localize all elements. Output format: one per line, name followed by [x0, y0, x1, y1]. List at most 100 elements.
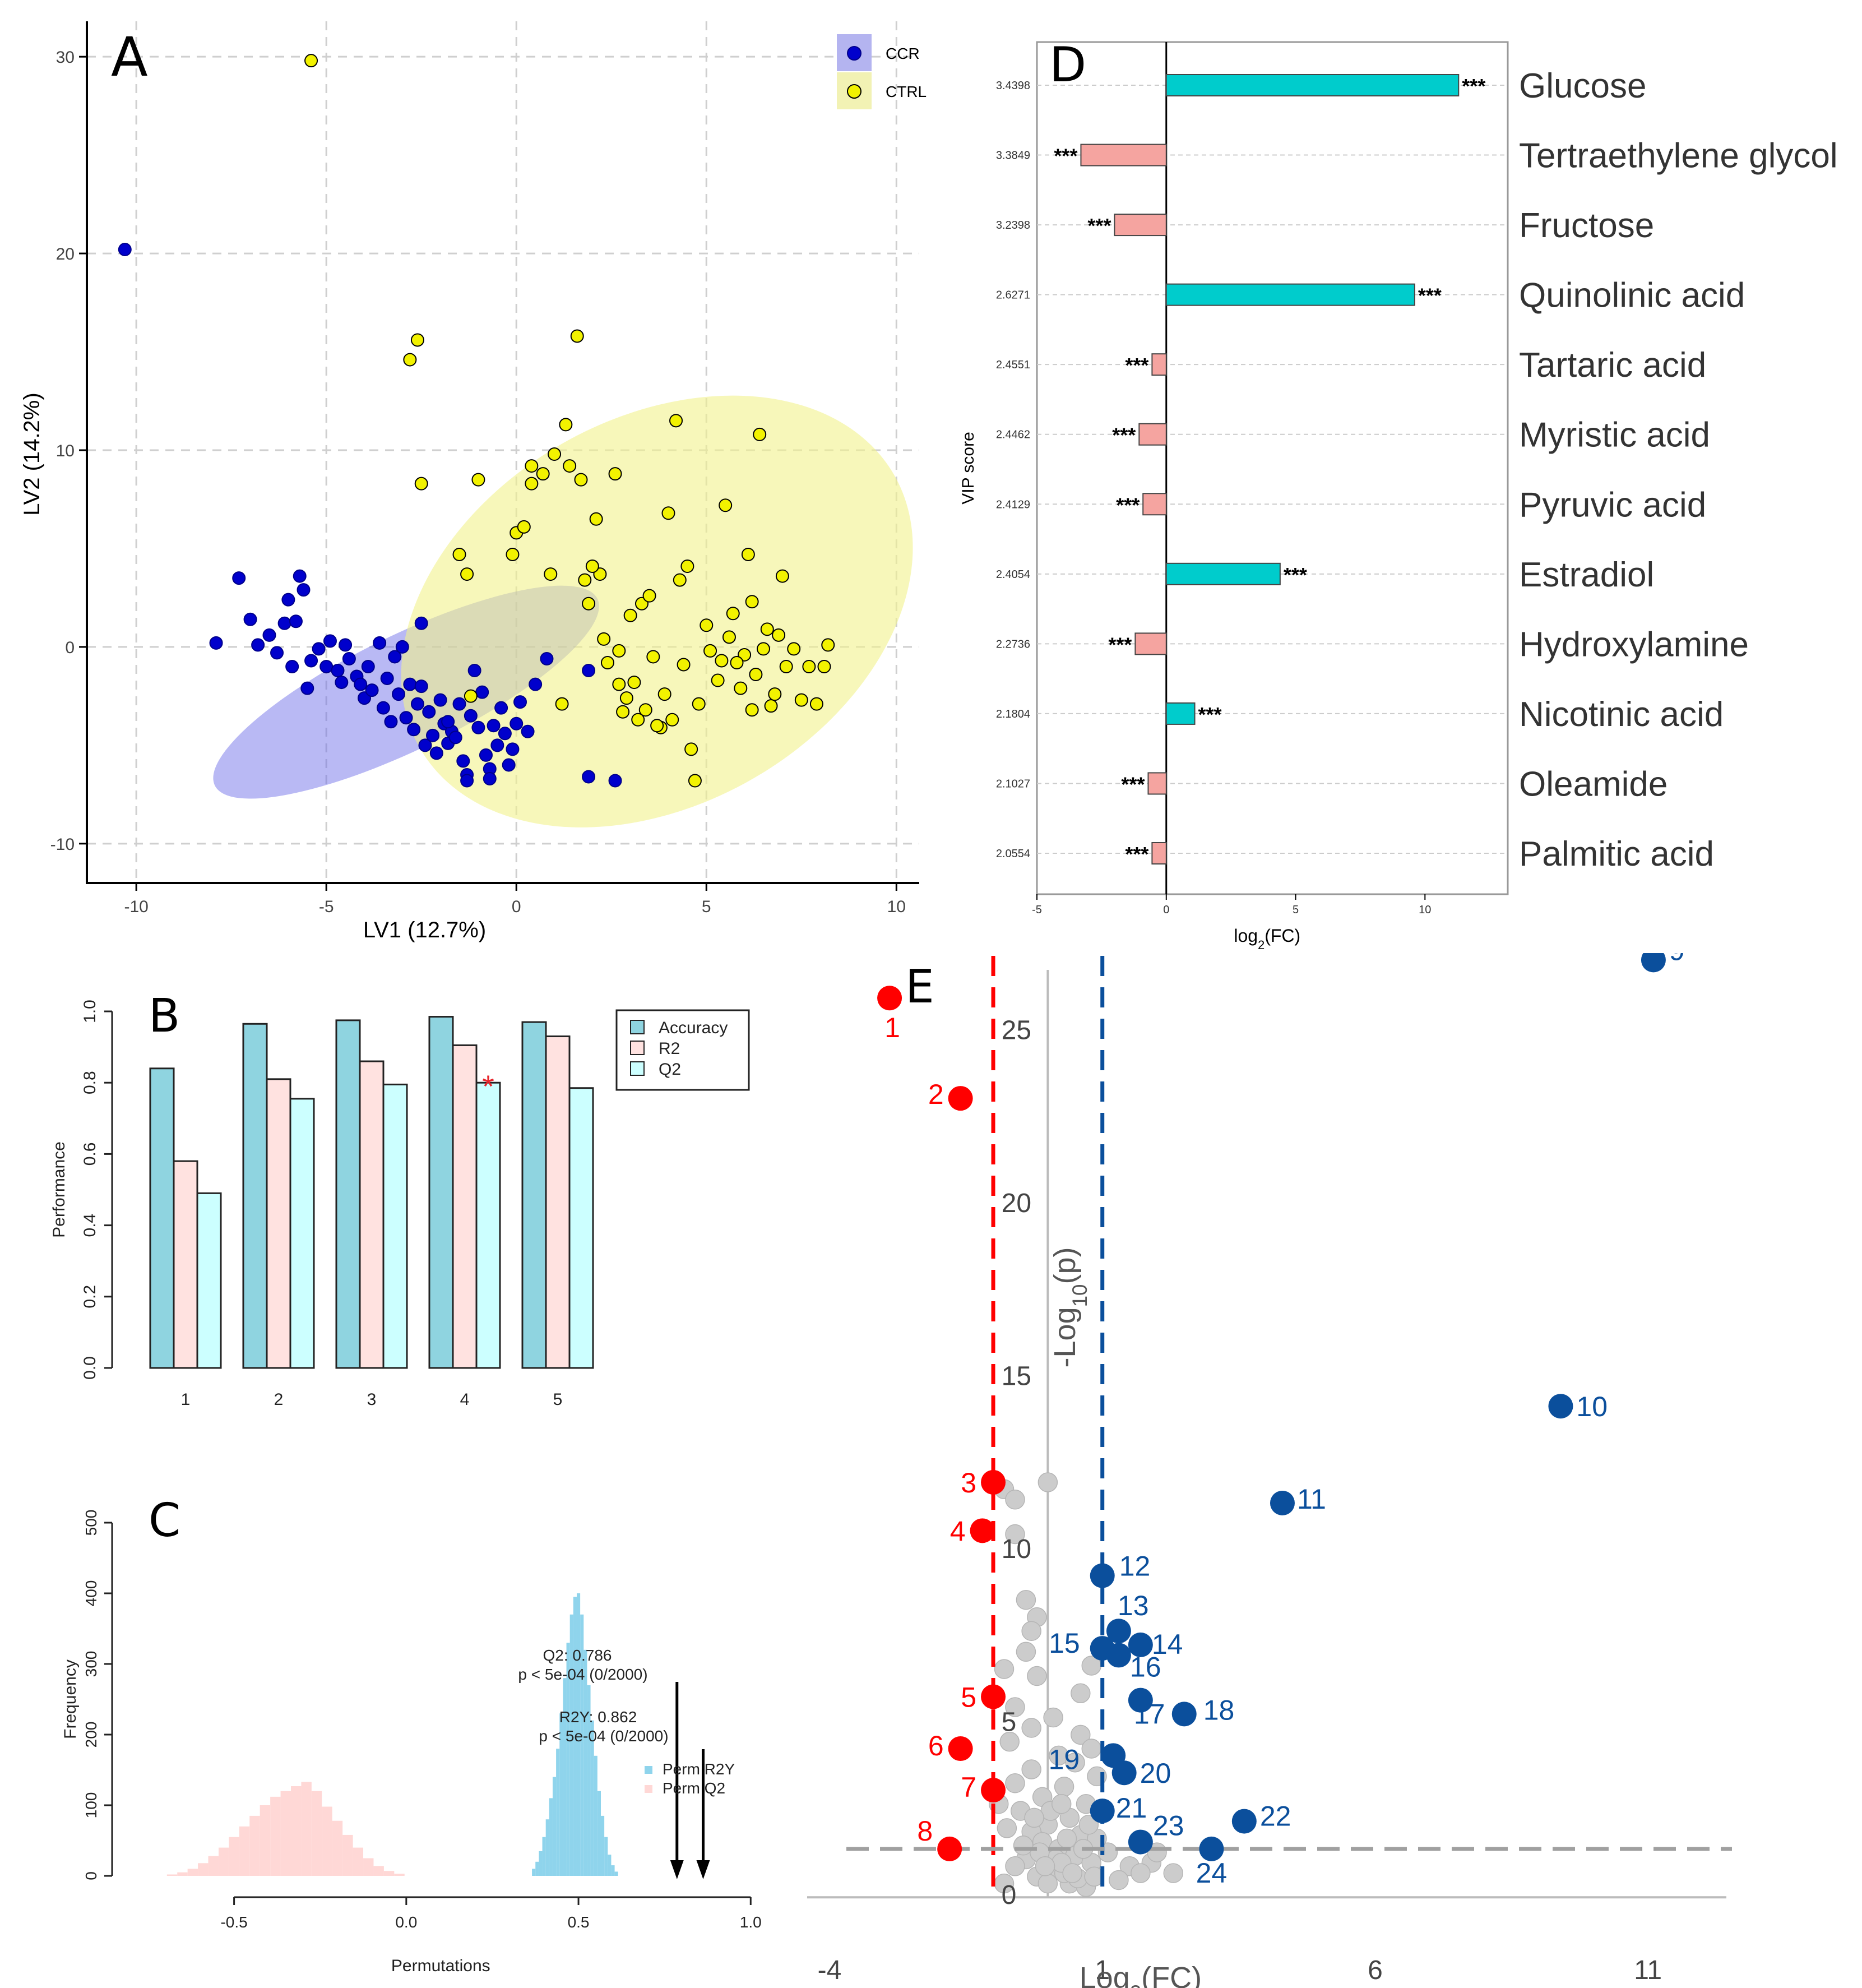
significance-label: ***: [1125, 354, 1148, 377]
point-ctrl: [600, 655, 614, 669]
histogram-bin-perm-r2y: [597, 1791, 601, 1876]
point-ctrl: [821, 638, 835, 652]
bar-palmitic-acid: [1151, 842, 1167, 864]
point-ccr: [414, 616, 428, 630]
point-label: 21: [1116, 1792, 1147, 1824]
point-label: 13: [1118, 1590, 1149, 1621]
metabolite-label: Nicotinic acid: [1519, 695, 1724, 734]
point-ctrl: [559, 418, 573, 432]
point-ctrl: [794, 693, 808, 707]
histogram-bin-perm-q2: [249, 1815, 260, 1876]
point-ccr: [464, 709, 478, 723]
point-ctrl: [711, 673, 725, 687]
point-ctrl: [460, 567, 474, 581]
point-ctrl: [585, 560, 599, 574]
annotation-q2-value: Q2: 0.786: [543, 1647, 612, 1664]
x-axis-title: Log2(FC): [1080, 1961, 1202, 1988]
point-significant-up: [1090, 1799, 1115, 1824]
bar-glucose: [1165, 74, 1460, 96]
point-ctrl: [684, 742, 698, 756]
point-ctrl: [764, 699, 778, 713]
point-ctrl: [638, 703, 652, 717]
point-ccr: [582, 770, 596, 784]
bar-r2-4: [452, 1044, 478, 1369]
point-ccr: [293, 569, 307, 583]
point-ctrl: [692, 697, 706, 711]
point-label: 19: [1049, 1744, 1080, 1775]
y-tick-label: 1.0: [81, 1000, 99, 1023]
point-ccr: [448, 731, 462, 745]
point-label: 22: [1260, 1801, 1291, 1832]
histogram-bin-perm-q2: [311, 1791, 322, 1876]
y-tick-label: 25: [1002, 1016, 1031, 1046]
panel-label: E: [905, 960, 934, 1014]
panel-label: C: [149, 1494, 180, 1547]
point-ctrl: [304, 54, 318, 68]
point-significant-up: [1106, 1619, 1131, 1644]
histogram-bin-perm-r2y: [566, 1643, 570, 1876]
point-significant-up: [1128, 1829, 1153, 1855]
histogram-bin-perm-r2y: [580, 1614, 584, 1876]
point-ccr: [243, 612, 257, 626]
point-ctrl: [809, 697, 823, 711]
point-label: 17: [1134, 1699, 1165, 1730]
point-ctrl: [722, 630, 736, 644]
point-ctrl: [578, 573, 592, 587]
point-not-significant: [1005, 1524, 1025, 1545]
point-ccr: [319, 659, 334, 673]
bar-accuracy-3: [335, 1019, 361, 1369]
point-ctrl: [661, 506, 675, 520]
bar-estradiol: [1165, 562, 1281, 585]
point-ccr: [342, 651, 356, 665]
point-label: 12: [1119, 1551, 1151, 1582]
legend-label-ccr: CCR: [886, 45, 920, 62]
point-ctrl: [669, 414, 683, 428]
x-tick-label: 3: [367, 1390, 377, 1409]
point-not-significant: [1013, 1836, 1034, 1856]
point-ccr: [498, 727, 512, 741]
panel-label: B: [149, 990, 180, 1043]
point-ccr: [433, 693, 447, 707]
point-ccr: [414, 679, 428, 694]
histogram-bin-perm-q2: [290, 1786, 302, 1876]
metabolite-label: Hydroxylamine: [1519, 625, 1749, 664]
x-tick-label: 0.0: [395, 1913, 417, 1931]
histogram-bin-perm-q2: [260, 1805, 271, 1876]
point-ctrl: [768, 687, 782, 701]
point-significant-down: [981, 1469, 1006, 1495]
y-tick-label: 5: [1002, 1708, 1017, 1737]
point-ccr: [300, 681, 314, 695]
point-significant-up: [1111, 1760, 1137, 1786]
panel-d-vip-score-chart: *** 3.4398 Glucose *** 3.3849 Tertraethylene …: [959, 37, 1838, 952]
histogram-bin-perm-r2y: [608, 1855, 612, 1876]
point-significant-up: [1090, 1563, 1115, 1588]
point-label: 10: [1576, 1391, 1608, 1422]
point-ccr: [373, 636, 387, 650]
x-tick-label: 4: [460, 1390, 470, 1409]
significance-label: ***: [1054, 145, 1077, 168]
point-ccr: [365, 683, 379, 697]
bar-accuracy-4: [428, 1016, 454, 1369]
vip-score-label: 3.4398: [996, 80, 1030, 92]
point-ctrl: [734, 681, 748, 695]
y-tick-label: 0.0: [81, 1356, 99, 1380]
point-not-significant: [1163, 1863, 1184, 1883]
panel-e-volcano-plot: 0510152025-41611Log2(FC)-Log10(p)E123456…: [807, 953, 1732, 1988]
bar-r2-3: [359, 1060, 385, 1369]
point-not-significant: [994, 1659, 1015, 1679]
y-tick-label: 500: [82, 1510, 100, 1536]
point-ccr: [479, 748, 493, 762]
bar-myristic-acid: [1138, 423, 1167, 446]
point-significant-up: [1231, 1809, 1257, 1834]
histogram-bin-perm-r2y: [604, 1837, 608, 1876]
histogram-bin-perm-q2: [342, 1834, 353, 1876]
point-ccr: [277, 616, 291, 630]
point-ctrl: [650, 719, 664, 733]
histogram-bin-perm-r2y: [549, 1798, 553, 1876]
bar-oleamide: [1147, 772, 1167, 795]
point-ctrl: [616, 705, 630, 719]
x-tick-label: 1.0: [740, 1913, 762, 1931]
point-ccr: [209, 636, 223, 650]
vip-score-label: 2.4129: [996, 498, 1030, 511]
point-ctrl: [726, 607, 740, 621]
